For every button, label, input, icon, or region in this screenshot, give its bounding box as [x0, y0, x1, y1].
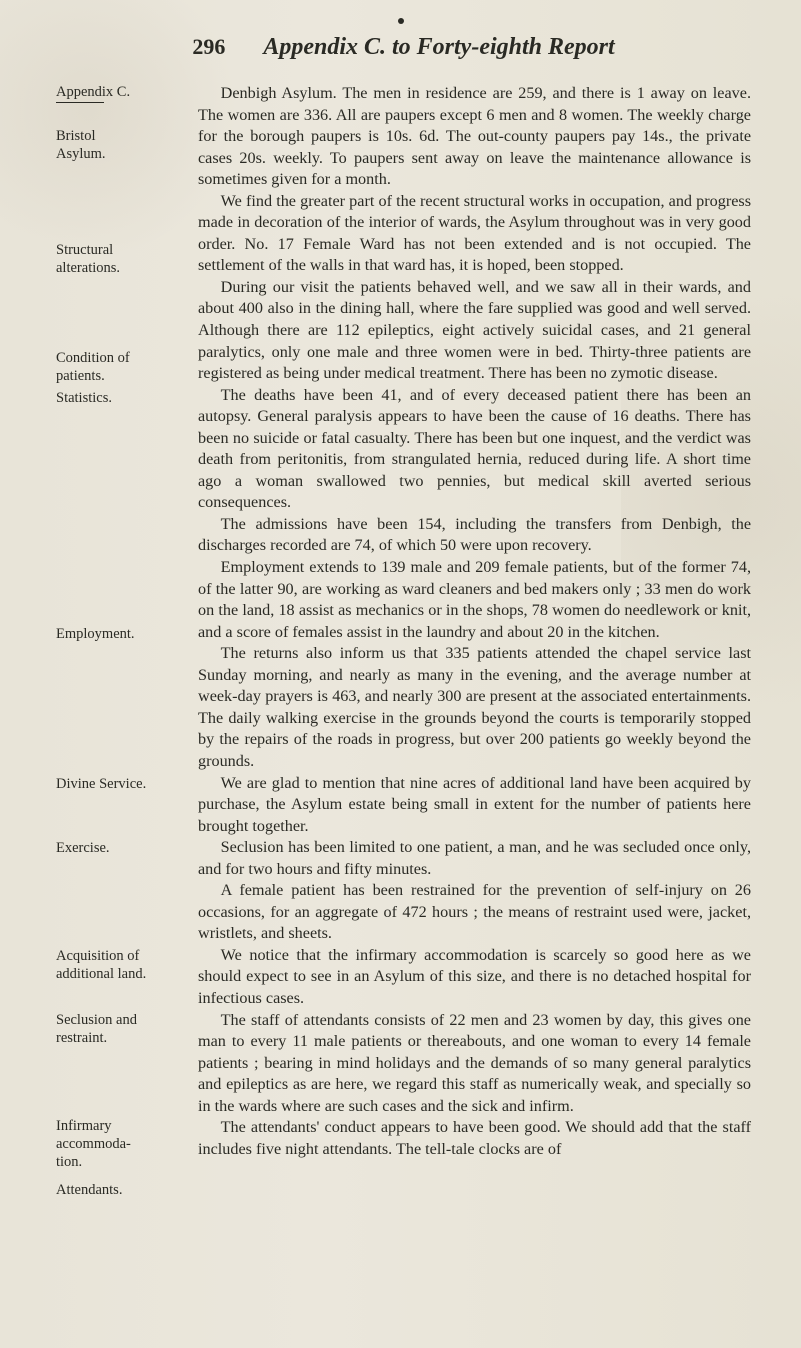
margin-note-line: additional land.	[56, 965, 184, 983]
paragraph: Employment extends to 139 male and 209 f…	[198, 557, 751, 643]
paragraph: The attendants' conduct appears to have …	[198, 1117, 751, 1160]
margin-note-line: Acquisition of	[56, 947, 184, 965]
margin-note-line: Seclusion and	[56, 1011, 184, 1029]
margin-note-line: accommoda-	[56, 1135, 184, 1153]
paragraph: We notice that the infirmary accommodati…	[198, 945, 751, 1010]
margin-note-line: Statistics.	[56, 389, 184, 407]
body-columns: Appendix C. BristolAsylum. Structuralalter…	[56, 83, 751, 1160]
paragraph: We find the greater part of the recent s…	[198, 191, 751, 277]
running-title: Appendix C. to Forty-eighth Report	[263, 34, 614, 61]
margin-note-line: alterations.	[56, 259, 184, 277]
margin-note-line: Attendants.	[56, 1181, 184, 1199]
margin-note-line: Employment.	[56, 625, 184, 643]
margin-note-line: Structural	[56, 241, 184, 259]
page-number: 296	[192, 34, 225, 60]
margin-note: Attendants.	[56, 1181, 184, 1199]
margin-note-line: tion.	[56, 1153, 184, 1171]
margin-note: Employment.	[56, 625, 184, 643]
margin-note-line: Exercise.	[56, 839, 184, 857]
ornament-dot	[398, 18, 404, 24]
margin-note: Statistics.	[56, 389, 184, 407]
margin-note-rule	[56, 102, 104, 103]
paragraph: The returns also inform us that 335 pati…	[198, 643, 751, 772]
paragraph: Seclusion has been limited to one patien…	[198, 837, 751, 880]
paragraph: A female patient has been restrained for…	[198, 880, 751, 945]
text-column: Denbigh Asylum. The men in residence are…	[198, 83, 751, 1160]
margin-note: Appendix C.	[56, 83, 184, 105]
margin-note-line: patients.	[56, 367, 184, 385]
margin-note-line: Condition of	[56, 349, 184, 367]
margin-note-line: Infirmary	[56, 1117, 184, 1135]
margin-note: Infirmaryaccommoda-tion.	[56, 1117, 184, 1171]
running-head: 296 Appendix C. to Forty-eighth Report	[56, 34, 751, 61]
margin-note-line: Appendix C.	[56, 83, 184, 101]
margin-note-line: Asylum.	[56, 145, 184, 163]
margin-note: Condition ofpatients.	[56, 349, 184, 385]
paragraph: We are glad to mention that nine acres o…	[198, 773, 751, 838]
paragraph: The deaths have been 41, and of every de…	[198, 385, 751, 514]
margin-note-line: Divine Service.	[56, 775, 184, 793]
margin-note: Structuralalterations.	[56, 241, 184, 277]
paragraph: The staff of attendants consists of 22 m…	[198, 1010, 751, 1118]
margin-note: Divine Service.	[56, 775, 184, 793]
paragraph: Denbigh Asylum. The men in residence are…	[198, 83, 751, 191]
margin-column: Appendix C. BristolAsylum. Structuralalter…	[56, 83, 184, 1160]
margin-note: BristolAsylum.	[56, 127, 184, 163]
margin-note-line: Bristol	[56, 127, 184, 145]
page: 296 Appendix C. to Forty-eighth Report A…	[0, 0, 801, 1348]
margin-note: Seclusion andrestraint.	[56, 1011, 184, 1047]
margin-note-line: restraint.	[56, 1029, 184, 1047]
margin-note: Acquisition ofadditional land.	[56, 947, 184, 983]
paragraph: The admissions have been 154, including …	[198, 514, 751, 557]
paragraph: During our visit the patients behaved we…	[198, 277, 751, 385]
margin-note: Exercise.	[56, 839, 184, 857]
